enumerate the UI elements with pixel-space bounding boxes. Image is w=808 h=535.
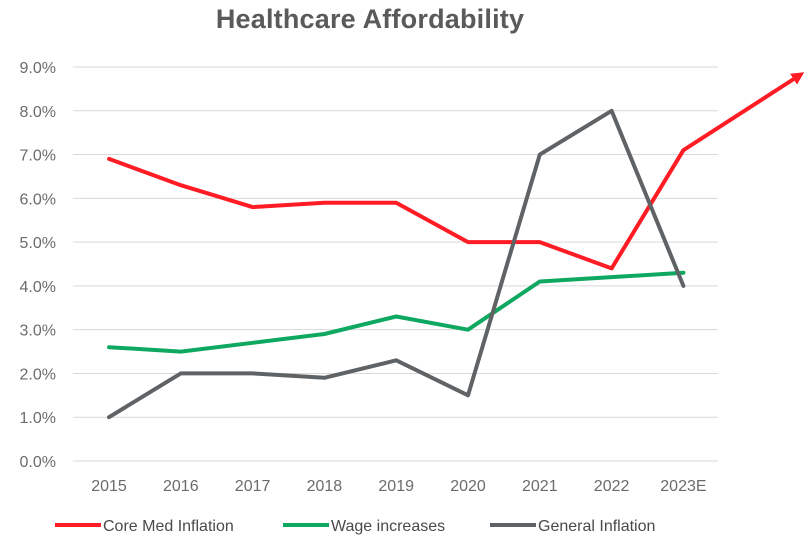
y-tick-label: 0.0% <box>20 454 56 471</box>
series-line-3 <box>107 108 686 420</box>
y-tick-label: 9.0% <box>20 60 56 77</box>
x-tick-label: 2019 <box>378 478 414 495</box>
x-tick-label: 2023E <box>660 478 706 495</box>
legend-label: Wage increases <box>331 518 445 535</box>
y-tick-label: 6.0% <box>20 191 56 208</box>
x-tick-label: 2021 <box>522 478 558 495</box>
x-tick-label: 2022 <box>594 478 630 495</box>
x-tick-label: 2018 <box>307 478 343 495</box>
y-tick-label: 3.0% <box>20 323 56 340</box>
grid-lines <box>73 66 718 462</box>
y-tick-label: 8.0% <box>20 104 56 121</box>
legend-label: General Inflation <box>538 518 655 535</box>
chart-title: Healthcare Affordability <box>215 4 525 34</box>
legend-label: Core Med Inflation <box>103 518 234 535</box>
y-tick-label: 7.0% <box>20 148 56 165</box>
y-tick-label: 2.0% <box>20 366 56 383</box>
x-axis-ticks: 2015 2016 2017 2018 2019 2020 2021 2022 2023E <box>91 478 706 495</box>
x-tick-label: 2016 <box>163 478 199 495</box>
x-tick-label: 2020 <box>450 478 486 495</box>
x-tick-label: 2015 <box>91 478 127 495</box>
series-line-1 <box>107 148 686 271</box>
trend-arrow <box>681 72 805 153</box>
y-tick-label: 1.0% <box>20 410 56 427</box>
y-tick-label: 5.0% <box>20 235 56 252</box>
legend: Core Med Inflation Wage increases General … <box>55 518 655 535</box>
y-axis-ticks: 0.0% 1.0% 2.0% 3.0% 4.0% 5.0% 6.0% 7.0% 8.0% 9.0% <box>20 60 56 471</box>
series-lines <box>107 72 805 420</box>
x-tick-label: 2017 <box>235 478 271 495</box>
y-tick-label: 4.0% <box>20 279 56 296</box>
series-line-2 <box>107 270 686 354</box>
